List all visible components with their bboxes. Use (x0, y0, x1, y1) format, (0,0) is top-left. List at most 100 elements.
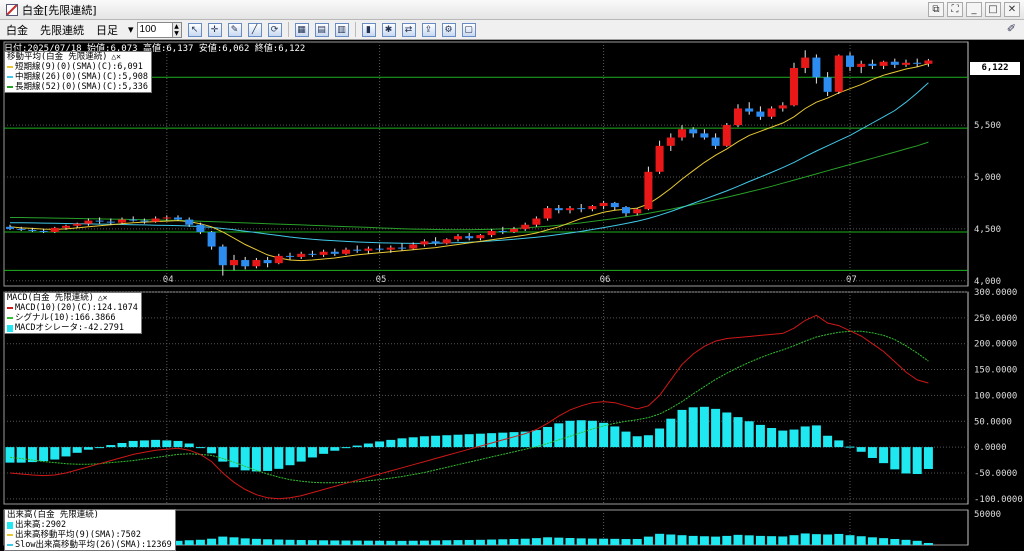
candle-down (174, 217, 182, 220)
volume-bar (408, 540, 418, 545)
volume-bar (867, 537, 877, 545)
chart-app-icon (6, 3, 18, 16)
candle-up (454, 236, 462, 240)
volume-bar (789, 535, 799, 545)
price-tick-label: 4,500 (974, 225, 1001, 235)
candle-up (409, 244, 418, 249)
fit-window-button[interactable]: ⛶ (947, 2, 963, 17)
volume-bar (778, 536, 788, 545)
bars-count-stepper[interactable]: ▲ ▼ (172, 21, 182, 38)
oscillator-bar (688, 407, 698, 448)
compare-icon[interactable]: ⇄ (401, 22, 416, 37)
window-controls: ⧉ ⛶ _ □ ✕ (928, 2, 1020, 17)
volume-bar (509, 538, 519, 545)
maximize-button[interactable]: □ (985, 2, 1001, 17)
minimize-button[interactable]: _ (966, 2, 982, 17)
candle-up (510, 228, 518, 233)
volume-bar (184, 540, 194, 545)
pencil-icon[interactable]: ✎ (227, 22, 242, 37)
export-icon[interactable]: ⇪ (421, 22, 436, 37)
long-ma-line (10, 141, 929, 231)
settings-icon[interactable]: ⚙ (441, 22, 456, 37)
volume-bar (173, 540, 183, 545)
candle-up (442, 239, 451, 244)
oscillator-bar (475, 433, 485, 448)
volume-bar (711, 536, 721, 545)
slow-volume-ma-swatch (7, 544, 13, 546)
oscillator-bar (867, 447, 877, 458)
edit-tool-icon[interactable]: ✐ (1006, 22, 1016, 35)
period-selector[interactable]: 日足 (96, 23, 118, 37)
month-tick-label: 04 (163, 275, 174, 285)
line-draw-icon[interactable]: ╱ (247, 22, 262, 37)
oscillator-bar (442, 435, 452, 448)
candle-up (230, 260, 238, 266)
macd-tick-label: 50.0000 (974, 417, 1012, 427)
candle-down (286, 255, 294, 257)
oscillator-bar (912, 447, 922, 475)
ma-legend-controls[interactable]: △✕ (111, 52, 121, 61)
oscillator-bar (890, 447, 900, 470)
candle-down (207, 232, 216, 247)
oscillator-bar (856, 447, 866, 452)
candle-up (902, 62, 910, 65)
volume-ma-label: 出来高移動平均(9)(SMA):7502 (15, 530, 142, 540)
chart-toolbar: 白金 先限連続 日足 ▾ ▲▼ ↖ ✛ ✎ ╱ ⟳ ▦ ▤ ▥ ▮ ✱ ⇄ ⇪ … (0, 20, 1024, 40)
crosshair-icon[interactable]: ✛ (207, 22, 222, 37)
volume-bar (285, 539, 295, 545)
oscillator-bar (352, 445, 362, 448)
macd-tick-label: 0.0000 (974, 443, 1007, 453)
bar-chart-icon[interactable]: ▮ (361, 22, 376, 37)
volume-bar (195, 539, 205, 545)
volume-bar (296, 540, 306, 545)
candle-up (84, 220, 93, 224)
close-button[interactable]: ✕ (1004, 2, 1020, 17)
candle-down (398, 247, 406, 249)
oscillator-bar (744, 421, 754, 448)
oscillator-bar (27, 447, 37, 463)
volume-bar (487, 539, 497, 545)
volume-bar (621, 539, 631, 545)
volume-bar (263, 539, 273, 545)
table-icon[interactable]: ▥ (334, 22, 349, 37)
macd-legend[interactable]: MACD(白金 先限連続) △✕ MACD(10)(20)(C):124.1074… (4, 292, 142, 334)
refresh-icon[interactable]: ⟳ (267, 22, 282, 37)
grid-icon[interactable]: ▦ (294, 22, 309, 37)
candle-up (722, 125, 731, 146)
symbol-selector[interactable]: 白金 (6, 23, 28, 37)
window-icon[interactable]: ▢ (461, 22, 476, 37)
mid-ma-line (10, 82, 929, 244)
contract-selector[interactable]: 先限連続 (40, 23, 84, 37)
volume-bar (442, 540, 452, 545)
volume-bar (251, 538, 261, 545)
oscillator-bar (923, 447, 933, 469)
candle-down (431, 241, 440, 244)
ohlc-info-readout: 日付:2025/07/18 始値:6,073 高値:6,137 安値:6,062… (4, 44, 306, 54)
layout-icon[interactable]: ▤ (314, 22, 329, 37)
period-dropdown-icon[interactable]: ▾ (128, 23, 134, 36)
volume-bar (274, 539, 284, 545)
price-panel: 04 05 06 07 5,500 5,000 4,500 4,000 (3, 41, 1001, 287)
chart-canvas[interactable]: 04 05 06 07 5,500 5,000 4,500 4,000 300.0000 250… (0, 40, 1024, 551)
volume-legend[interactable]: 出来高(白金 先限連続) 出来高:2902 出来高移動平均(9)(SMA):75… (4, 509, 176, 551)
month-tick-label: 06 (600, 275, 611, 285)
oscillator-bar (72, 447, 82, 453)
candle-down (218, 246, 227, 266)
candle-down (263, 260, 272, 264)
link-window-button[interactable]: ⧉ (928, 2, 944, 17)
oscillator-bar (397, 438, 407, 448)
cursor-icon[interactable]: ↖ (187, 22, 202, 37)
oscillator-bar (699, 406, 709, 448)
indicator-icon[interactable]: ✱ (381, 22, 396, 37)
candle-up (543, 208, 552, 219)
candle-down (622, 207, 630, 214)
bars-count-input[interactable] (136, 21, 173, 38)
volume-bar (543, 537, 553, 545)
volume-tick-label: 50000 (974, 510, 1001, 520)
oscillator-bar (543, 426, 553, 448)
oscillator-bar (83, 447, 93, 450)
oscillator-bar (453, 434, 463, 448)
oscillator-bar (464, 434, 474, 448)
macd-legend-controls[interactable]: △✕ (97, 293, 108, 302)
ma-legend[interactable]: 移動平均(白金 先限連続) △✕ 短期線(9)(0)(SMA)(C):6,091 … (4, 51, 152, 93)
